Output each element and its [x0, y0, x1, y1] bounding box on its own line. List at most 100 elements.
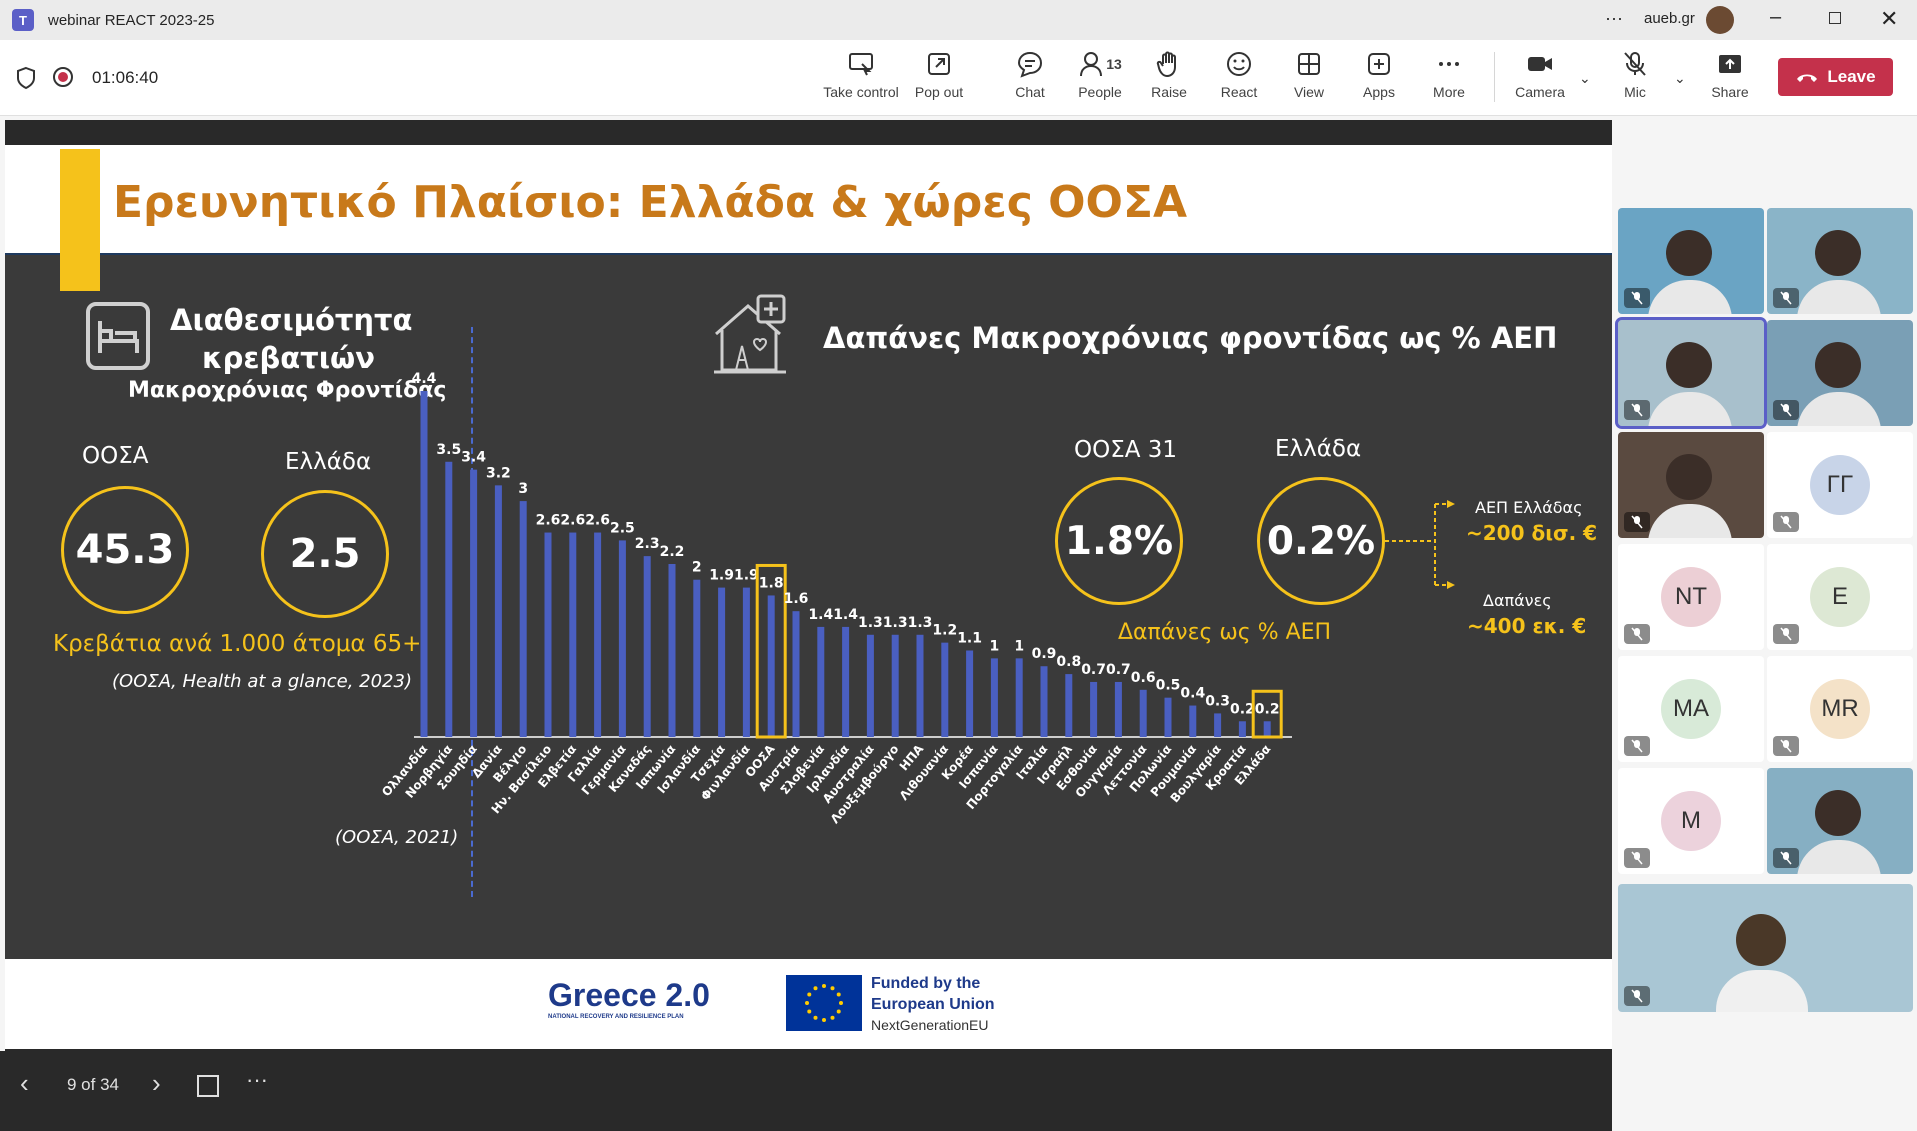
- chart-bar: [1065, 674, 1073, 737]
- chart-bar: [519, 501, 527, 737]
- chart-bar: [1090, 681, 1098, 737]
- participant-avatar-tile[interactable]: NT: [1618, 544, 1764, 650]
- pop-out-icon: [928, 53, 950, 75]
- view-button[interactable]: View: [1270, 50, 1348, 110]
- slide-grid-icon[interactable]: [197, 1075, 219, 1097]
- participant-initials: M: [1661, 791, 1721, 851]
- chart-data-label: 1.4: [808, 607, 833, 623]
- apps-button[interactable]: Apps: [1340, 50, 1418, 110]
- participant-avatar-tile[interactable]: E: [1767, 544, 1913, 650]
- chat-button[interactable]: Chat: [991, 50, 1069, 110]
- camera-button[interactable]: Camera: [1501, 50, 1579, 110]
- chart-data-label: 0.7: [1081, 662, 1106, 678]
- chart-bar: [990, 658, 998, 737]
- raise-hand-button[interactable]: Raise: [1130, 50, 1208, 110]
- participant-initials: E: [1810, 567, 1870, 627]
- meeting-timer: 01:06:40: [92, 68, 159, 87]
- participant-silhouette: [1815, 790, 1861, 836]
- avatar[interactable]: [1706, 6, 1734, 34]
- pop-out-button[interactable]: Pop out: [900, 50, 978, 110]
- chart-bar: [693, 579, 701, 737]
- take-control-icon: [849, 53, 873, 76]
- mic-off-icon: [1773, 848, 1799, 868]
- participant-initials: MA: [1661, 679, 1721, 739]
- mic-off-icon: [1624, 52, 1646, 76]
- chart-data-label: 3.4: [461, 450, 486, 466]
- people-count: 13: [1106, 56, 1122, 72]
- chart-highlight-box: [755, 563, 787, 739]
- more-button[interactable]: More: [1410, 50, 1488, 110]
- smile-icon: [1227, 52, 1251, 76]
- participant-body: [1648, 392, 1732, 426]
- chart-bar: [1263, 721, 1271, 737]
- slide-counter: 9 of 34: [67, 1075, 119, 1094]
- chart-data-label: 2.6: [585, 513, 610, 529]
- participant-video-tile[interactable]: [1615, 317, 1767, 429]
- chart-data-label: 2: [692, 560, 702, 576]
- chart-data-label: 0.9: [1032, 646, 1057, 662]
- participant-avatar-tile[interactable]: MR: [1767, 656, 1913, 762]
- gdp-label: ΑΕΠ Ελλάδας: [1475, 498, 1583, 517]
- chart-data-label: 1.3: [908, 615, 933, 631]
- camera-icon: [1528, 57, 1552, 71]
- eu-star: [836, 1009, 841, 1014]
- chart-data-label: 1.9: [734, 568, 759, 584]
- chart-bar: [643, 556, 651, 737]
- chevron-down-icon[interactable]: ⌄: [1579, 70, 1591, 86]
- greece20-logo: Greece 2.0 NATIONAL RECOVERY AND RESILIE…: [548, 977, 710, 1020]
- chart-data-label: 2.6: [536, 513, 561, 529]
- chat-icon: [1017, 51, 1043, 78]
- people-button[interactable]: 13 People: [1061, 50, 1139, 110]
- recording-icon: [53, 67, 73, 87]
- participant-avatar-tile[interactable]: MA: [1618, 656, 1764, 762]
- participant-initials: ΓΓ: [1810, 455, 1870, 515]
- participant-avatar-tile[interactable]: M: [1618, 768, 1764, 874]
- chart-bar: [742, 587, 750, 737]
- chart-bar: [594, 532, 602, 737]
- participant-avatar-tile[interactable]: ΓΓ: [1767, 432, 1913, 538]
- speaker-video-tile[interactable]: [1618, 884, 1913, 1012]
- react-button[interactable]: React: [1200, 50, 1278, 110]
- shield-icon: [16, 66, 36, 95]
- minimize-icon[interactable]: –: [1770, 6, 1782, 28]
- eu-star: [836, 992, 841, 997]
- chart-bar: [569, 532, 577, 737]
- more-icon[interactable]: ···: [1605, 8, 1623, 28]
- participant-video-tile[interactable]: [1767, 208, 1913, 314]
- participant-video-tile[interactable]: [1618, 208, 1764, 314]
- share-button[interactable]: Share: [1691, 50, 1769, 110]
- mic-button[interactable]: Mic: [1596, 50, 1674, 110]
- mic-off-icon: [1773, 400, 1799, 420]
- next-slide-icon[interactable]: ›: [152, 1068, 161, 1098]
- participant-video-tile[interactable]: [1767, 320, 1913, 426]
- eu-star: [805, 1001, 809, 1005]
- beds-greece-label: Ελλάδα: [285, 449, 372, 475]
- spend-label: Δαπάνες: [1483, 591, 1552, 610]
- more-options-icon[interactable]: ···: [246, 1067, 268, 1092]
- chart-data-label: 2.6: [560, 513, 585, 529]
- eu-star: [813, 986, 818, 991]
- close-icon[interactable]: ✕: [1880, 6, 1899, 31]
- restore-icon[interactable]: [1829, 12, 1841, 24]
- participant-video-tile[interactable]: [1618, 432, 1764, 538]
- chart-bar: [1189, 705, 1197, 737]
- mic-off-icon: [1773, 512, 1799, 532]
- people-icon: [1080, 52, 1103, 77]
- participant-body: [1797, 840, 1881, 874]
- mic-off-icon: [1624, 736, 1650, 756]
- grid-icon: [1298, 53, 1320, 75]
- slide-header: Ερευνητικό Πλαίσιο: Ελλάδα & χώρες ΟΟΣΑ: [5, 145, 1612, 255]
- prev-slide-icon[interactable]: ‹: [20, 1068, 29, 1098]
- chart-bar: [792, 611, 800, 737]
- chart-data-label: 0.6: [1131, 670, 1156, 686]
- take-control-button[interactable]: Take control: [822, 50, 900, 110]
- leave-button[interactable]: Leave: [1778, 58, 1893, 96]
- participant-video-tile[interactable]: [1767, 768, 1913, 874]
- mic-off-icon: [1773, 288, 1799, 308]
- chevron-down-icon[interactable]: ⌄: [1674, 70, 1686, 86]
- care-home-icon: [714, 294, 786, 374]
- chart-bar: [420, 391, 428, 737]
- beds-oecd-circle: 45.3: [61, 486, 189, 614]
- eu-star: [822, 1018, 826, 1022]
- eu-star: [830, 986, 835, 991]
